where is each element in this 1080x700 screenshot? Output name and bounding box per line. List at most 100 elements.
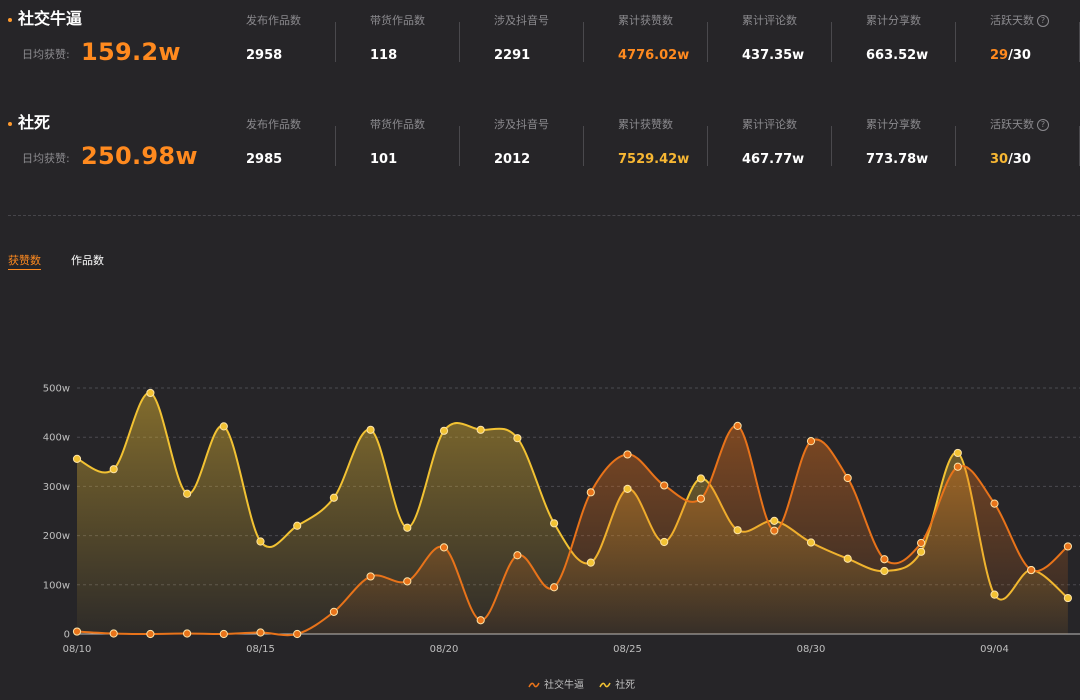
data-point <box>953 462 962 471</box>
help-icon[interactable]: ? <box>1037 15 1049 27</box>
divider <box>335 126 336 166</box>
stat-label-text: 活跃天数 <box>990 118 1034 131</box>
stat-value: 773.78w <box>866 152 929 167</box>
legend-item-series-2[interactable]: 社死 <box>599 676 635 691</box>
y-tick-label: 200w <box>43 531 70 542</box>
divider <box>831 126 832 166</box>
stat-published-works: 发布作品数 2985 <box>246 112 370 176</box>
y-tick-label: 500w <box>43 384 70 395</box>
data-point <box>806 538 816 547</box>
data-point <box>1063 542 1073 551</box>
data-point <box>733 421 742 430</box>
legend-line-icon <box>599 682 611 688</box>
data-point <box>770 516 779 525</box>
stat-label: 累计分享数 <box>866 14 921 27</box>
data-point <box>990 590 999 599</box>
legend-label: 社交牛逼 <box>544 680 584 691</box>
stat-label: 发布作品数 <box>246 14 301 27</box>
stat-total-comments: 累计评论数 467.77w <box>742 112 866 176</box>
stat-label: 带货作品数 <box>370 14 425 27</box>
x-tick-label: 08/25 <box>613 644 642 655</box>
stat-value: 4776.02w <box>618 48 690 63</box>
data-point <box>550 583 559 592</box>
data-point <box>109 629 118 638</box>
y-tick-label: 100w <box>43 580 70 591</box>
data-point <box>733 526 742 535</box>
data-point <box>696 474 706 483</box>
data-point <box>917 538 926 548</box>
divider <box>707 22 708 62</box>
stat-label: 涉及抖音号 <box>494 118 549 131</box>
data-point <box>806 437 816 446</box>
divider <box>583 22 584 62</box>
divider <box>831 22 832 62</box>
data-point <box>293 629 302 639</box>
data-point <box>550 519 559 528</box>
stat-label: 累计获赞数 <box>618 118 673 131</box>
stat-label: 活跃天数? <box>990 14 1049 28</box>
stat-douyin-accounts: 涉及抖音号 2012 <box>494 112 618 176</box>
stat-value: 2291 <box>494 48 531 63</box>
data-point <box>183 629 192 638</box>
data-point <box>623 450 632 459</box>
data-point <box>953 448 962 458</box>
data-point <box>843 554 852 563</box>
stat-value: 29/30 <box>990 48 1031 64</box>
stat-value: 2958 <box>246 48 283 63</box>
data-point <box>660 481 669 490</box>
data-point <box>293 521 302 530</box>
stat-label: 活跃天数? <box>990 118 1049 132</box>
legend-label: 社死 <box>615 680 636 691</box>
x-tick-label: 08/15 <box>246 644 275 655</box>
account-summary-2: 社死 日均获赞: 250.98w 发布作品数 2985 带货作品数 101 涉及… <box>0 112 1080 202</box>
stat-label: 累计评论数 <box>742 14 797 27</box>
tab-likes[interactable]: 获赞数 <box>8 254 41 270</box>
stat-value: 467.77w <box>742 152 805 167</box>
active-days-count: 30 <box>990 152 1009 167</box>
data-point <box>219 422 228 431</box>
legend-item-series-1[interactable]: 社交牛逼 <box>528 676 584 691</box>
data-point <box>917 547 926 556</box>
stat-value: 7529.42w <box>618 152 690 167</box>
data-point <box>366 425 375 434</box>
data-point <box>586 488 595 497</box>
stat-active-days: 活跃天数? 30/30 <box>990 112 1080 176</box>
data-point <box>439 426 449 435</box>
data-point <box>72 454 82 463</box>
stat-total-comments: 累计评论数 437.35w <box>742 8 866 72</box>
data-point <box>329 607 338 616</box>
x-tick-label: 08/20 <box>430 644 459 655</box>
divider <box>459 126 460 166</box>
tab-works[interactable]: 作品数 <box>71 254 104 267</box>
stat-active-days: 活跃天数? 29/30 <box>990 8 1080 72</box>
data-point <box>880 555 889 564</box>
legend-line-icon <box>528 682 540 688</box>
stat-published-works: 发布作品数 2958 <box>246 8 370 72</box>
data-point <box>586 558 595 567</box>
x-tick-label: 08/10 <box>63 644 92 655</box>
data-point <box>696 494 706 503</box>
y-tick-label: 400w <box>43 433 70 444</box>
account-name[interactable]: 社死 <box>18 113 51 132</box>
data-point <box>990 499 999 508</box>
data-point <box>109 465 118 474</box>
data-point <box>1063 593 1073 603</box>
stat-commerce-works: 带货作品数 101 <box>370 112 494 176</box>
y-tick-label: 0 <box>64 630 70 641</box>
help-icon[interactable]: ? <box>1037 119 1049 131</box>
bullet-dot <box>8 18 12 22</box>
stat-label: 涉及抖音号 <box>494 14 549 27</box>
divider <box>459 22 460 62</box>
data-point <box>403 577 412 586</box>
divider <box>707 126 708 166</box>
stat-label-text: 活跃天数 <box>990 14 1034 27</box>
account-name[interactable]: 社交牛逼 <box>18 9 83 28</box>
data-point <box>476 616 485 625</box>
y-tick-label: 300w <box>43 482 70 493</box>
stat-douyin-accounts: 涉及抖音号 2291 <box>494 8 618 72</box>
data-point <box>660 537 669 547</box>
data-point <box>256 628 265 637</box>
divider <box>955 22 956 62</box>
data-point <box>146 388 155 398</box>
stat-value: 663.52w <box>866 48 929 63</box>
